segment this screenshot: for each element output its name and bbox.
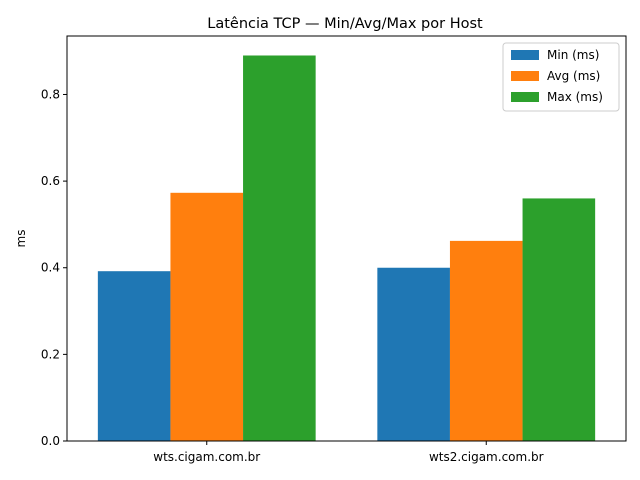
legend-swatch [511,71,539,81]
y-tick-label: 0.8 [41,87,60,101]
legend-swatch [511,92,539,102]
bar-avg-1 [170,192,244,441]
bar-max-2 [522,198,596,441]
x-tick-label: wts.cigam.com.br [153,450,260,464]
y-axis-label: ms [14,230,28,248]
y-tick-label: 0.0 [41,434,60,448]
legend: Min (ms) Avg (ms) Max (ms) [502,42,620,112]
x-axis: wts.cigam.com.br wts2.cigam.com.br [153,441,544,464]
bar-min-1 [97,271,171,441]
legend-label: Max (ms) [547,90,603,104]
bar-min-2 [377,267,450,441]
y-tick-label: 0.4 [41,261,60,275]
bar-avg-2 [449,240,523,441]
bar-max-1 [243,55,316,442]
chart-title: Latência TCP — Min/Avg/Max por Host [207,16,483,32]
legend-label: Avg (ms) [547,69,600,83]
legend-label: Min (ms) [547,48,599,62]
x-tick-label: wts2.cigam.com.br [429,450,544,464]
y-tick-label: 0.2 [41,347,60,361]
bars-group [97,55,596,442]
legend-swatch [511,50,539,60]
plot-frame [66,35,627,442]
y-axis: 0.0 0.2 0.4 0.6 0.8 [41,87,67,448]
y-tick-label: 0.6 [41,174,60,188]
